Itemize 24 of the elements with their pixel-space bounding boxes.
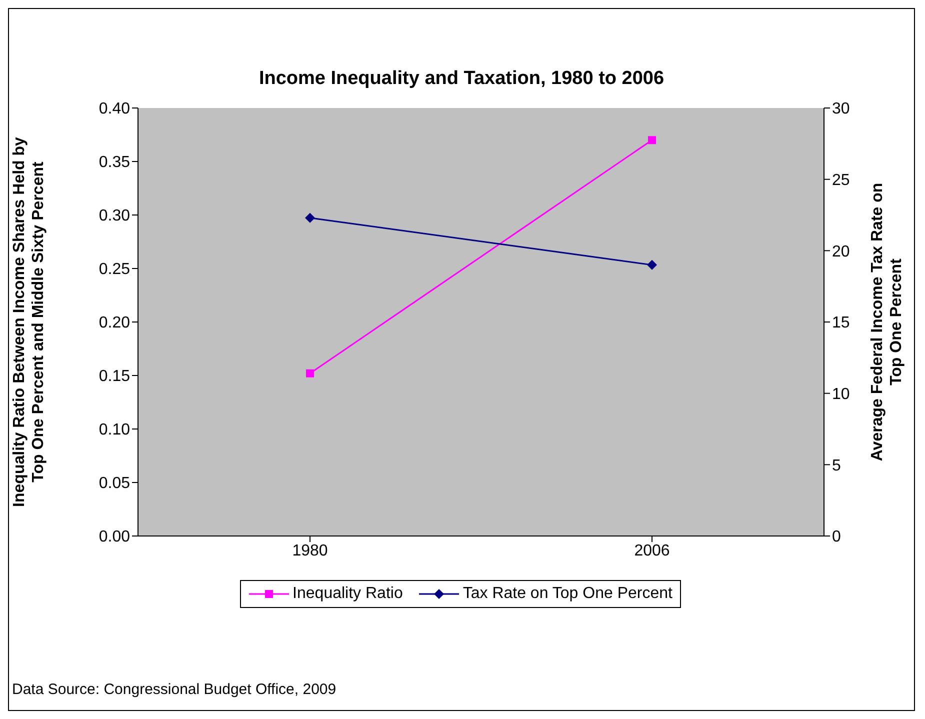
legend-label: Inequality Ratio — [292, 585, 403, 603]
y2-tick-label: 30 — [832, 100, 850, 118]
x-tick-label: 2006 — [634, 542, 670, 560]
y2-tick-label: 5 — [832, 457, 841, 474]
y-tick-label: 0.10 — [98, 422, 130, 439]
y-tick-label: 0.35 — [98, 154, 130, 172]
y-tick-label: 0.30 — [98, 208, 130, 225]
y-tick-label: 0.40 — [98, 100, 130, 118]
y-tick-label: 0.00 — [98, 528, 130, 546]
y2-axis-title: Average Federal Income Tax Rate on Top One Percent — [869, 182, 905, 462]
y-tick-label: 0.25 — [98, 261, 130, 278]
y2-tick-label: 0 — [832, 528, 841, 546]
y-tick-label: 0.05 — [98, 475, 130, 492]
y-tick-label: 0.15 — [98, 368, 130, 386]
y2-tick-label: 25 — [832, 172, 850, 190]
y2-tick-label: 10 — [832, 386, 850, 404]
y-axis-title: Inequality Ratio Between Income Shares Held by Top One Percent and Middle Sixty Percent — [11, 136, 47, 507]
legend-label: Tax Rate on Top One Percent — [462, 585, 672, 603]
y2-tick-label: 15 — [832, 314, 850, 332]
chart-title: Income Inequality and Taxation, 1980 to 2006 — [258, 68, 666, 90]
x-tick-label: 1980 — [292, 542, 328, 560]
y-tick-label: 0.20 — [98, 314, 130, 332]
source-note: Data Source: Congressional Budget Office, 2009 — [12, 681, 336, 698]
y2-tick-label: 20 — [832, 243, 850, 260]
